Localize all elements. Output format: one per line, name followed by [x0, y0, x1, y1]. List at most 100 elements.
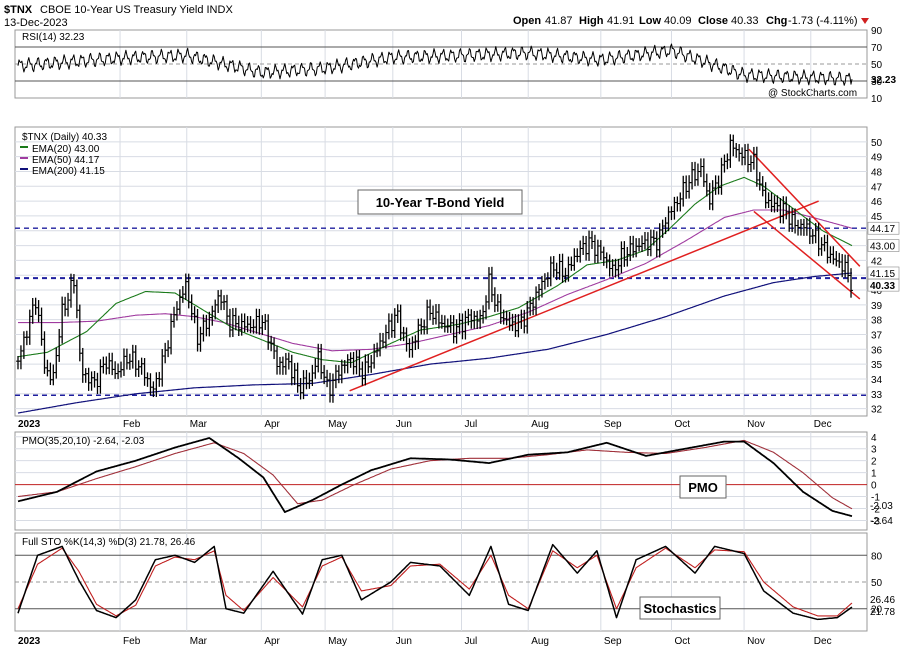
legend-swatch-ema20: [20, 146, 28, 148]
pmo-annotation-box: [679, 475, 727, 499]
price-legend-main: $TNX (Daily) 40.33: [22, 132, 107, 143]
price-tick-49: 49: [871, 153, 883, 164]
pmo-tag-1: -2.64: [870, 516, 893, 527]
sto-x-label-9: Oct: [674, 636, 690, 647]
sto-tag-1: 21.78: [870, 607, 895, 618]
ema50-line: [18, 209, 853, 352]
sto-x-label-7: Aug: [531, 636, 549, 647]
close-value: 40.33: [731, 15, 759, 27]
price-x-label-9: Oct: [674, 419, 690, 430]
low-label: Low: [639, 15, 661, 27]
open-label: Open: [513, 15, 541, 27]
rsi-last-tag: 32.23: [871, 75, 896, 86]
pmo-tick-6: -2: [871, 504, 880, 515]
price-x-label-0: 2023: [18, 419, 41, 430]
trend-line-2: [753, 210, 861, 300]
sto-x-label-11: Dec: [814, 636, 832, 647]
pmo-tag-0: -2.03: [870, 501, 893, 512]
watermark: @ StockCharts.com: [768, 88, 857, 99]
price-tag-2: 41.15: [870, 269, 895, 280]
rsi-tick-4: 10: [871, 94, 883, 105]
price-tick-34: 34: [871, 375, 883, 386]
pmo-tick-5: -1: [871, 493, 880, 504]
pmo-panel-frame: [14, 431, 868, 531]
price-tag-box-3: [867, 278, 900, 292]
pmo-tick-2: 2: [871, 457, 877, 468]
sto-x-label-2: Mar: [190, 636, 208, 647]
price-tick-42: 42: [871, 256, 883, 267]
pmo-tick-0: 4: [871, 433, 877, 444]
price-x-label-3: Apr: [264, 419, 280, 430]
sto-d-line: [17, 547, 853, 617]
price-x-label-2: Mar: [190, 419, 208, 430]
pmo-tick-4: 0: [871, 481, 877, 492]
price-tick-36: 36: [871, 345, 883, 356]
trend-line-0: [349, 200, 819, 392]
price-tick-45: 45: [871, 212, 883, 223]
price-x-label-11: Dec: [814, 419, 832, 430]
sto-x-label-6: Jul: [464, 636, 477, 647]
price-tag-0: 44.17: [870, 224, 895, 235]
pmo-line: [17, 437, 853, 517]
rsi-tick-0: 90: [871, 26, 883, 37]
price-tag-box-1: [867, 239, 900, 252]
pmo-annotation: PMO: [688, 480, 718, 495]
sto-x-label-3: Apr: [264, 636, 280, 647]
sto-x-label-8: Sep: [604, 636, 622, 647]
sto-tag-0: 26.46: [870, 595, 895, 606]
legend-ema50: EMA(50) 44.17: [32, 155, 100, 166]
price-bars: [16, 134, 854, 403]
price-tag-3: 40.33: [870, 281, 895, 292]
sto-x-label-1: Feb: [123, 636, 141, 647]
rsi-tick-2: 50: [871, 60, 883, 71]
sto-x-label-0: 2023: [18, 636, 41, 647]
price-tick-46: 46: [871, 197, 883, 208]
legend-swatch-ema50: [20, 157, 28, 159]
pmo-signal-line: [17, 439, 853, 510]
price-tick-32: 32: [871, 405, 883, 416]
high-value: 41.91: [607, 15, 635, 27]
price-tick-50: 50: [871, 138, 883, 149]
legend-ema20: EMA(20) 43.00: [32, 144, 100, 155]
price-x-label-8: Sep: [604, 419, 622, 430]
price-x-label-5: Jun: [396, 419, 412, 430]
chg-label: Chg: [766, 15, 787, 27]
sto-annotation: Stochastics: [644, 601, 717, 616]
text-layer: 907050301032.233233343536373839404142434…: [18, 26, 900, 647]
chart-date: 13-Dec-2023: [4, 17, 68, 29]
price-tag-1: 43.00: [870, 242, 895, 253]
pmo-label: PMO(35,20,10) -2.64, -2.03: [22, 436, 145, 447]
open-value: 41.87: [545, 15, 573, 27]
rsi-tick-3: 30: [871, 77, 883, 88]
chg-value: -1.73 (-4.11%): [788, 15, 858, 27]
legend-swatch-ema200: [20, 168, 28, 170]
sto-label: Full STO %K(14,3) %D(3) 21.78, 26.46: [22, 537, 196, 548]
sto-x-label-4: May: [328, 636, 347, 647]
legend-ema200: EMA(200) 41.15: [32, 166, 105, 177]
price-x-label-10: Nov: [747, 419, 765, 430]
sto-tick-2: 20: [871, 605, 883, 616]
pmo-tick-3: 1: [871, 469, 877, 480]
line-layer: [16, 43, 861, 621]
sto-tick-1: 50: [871, 578, 883, 589]
title-annotation: 10-Year T-Bond Yield: [376, 195, 505, 210]
title-annotation-box: [357, 189, 523, 215]
price-tick-40: 40: [871, 286, 883, 297]
rsi-tick-1: 70: [871, 43, 883, 54]
price-tick-35: 35: [871, 360, 883, 371]
sto-k-line: [17, 543, 853, 621]
price-x-label-1: Feb: [123, 419, 141, 430]
low-value: 40.09: [664, 15, 692, 27]
price-tick-48: 48: [871, 167, 883, 178]
high-label: High: [579, 15, 604, 27]
pmo-tick-1: 3: [871, 445, 877, 456]
price-tick-37: 37: [871, 330, 883, 341]
close-label: Close: [698, 15, 728, 27]
price-tick-39: 39: [871, 301, 883, 312]
price-x-label-4: May: [328, 419, 347, 430]
price-panel-frame: [14, 126, 868, 417]
symbol-name: CBOE 10-Year US Treasury Yield INDX: [40, 4, 233, 16]
price-x-label-7: Aug: [531, 419, 549, 430]
